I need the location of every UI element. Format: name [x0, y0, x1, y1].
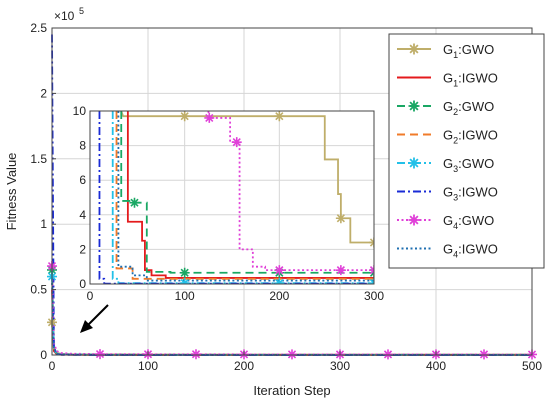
legend-marker-star	[408, 100, 420, 112]
inset-y-tick-label: 6	[79, 173, 86, 187]
inset-y-tick-label: 2	[79, 242, 86, 256]
x-tick-label: 100	[138, 359, 158, 373]
x-tick-label: 300	[330, 359, 350, 373]
inset-axis-ticks: 0 100 200 300 0 2 4 6 8 10	[73, 104, 385, 303]
y-tick-label: 2	[40, 86, 47, 100]
inset-x-tick-label: 200	[269, 289, 289, 303]
series-marker-g4-gwo	[191, 349, 201, 360]
inset-x-tick-label: 0	[87, 289, 94, 303]
series-marker-g4-gwo	[383, 349, 393, 360]
legend-label-g2-igwo: G2:IGWO	[443, 128, 498, 146]
inset-x-tick-label: 300	[364, 289, 384, 303]
inset-x-tick-label: 100	[175, 289, 195, 303]
legend-marker-star	[408, 43, 420, 55]
series-marker-g4-gwo	[479, 349, 489, 360]
inset-series-marker-g1-gwo	[274, 111, 285, 122]
inset-series-marker-g4-gwo	[204, 112, 215, 123]
inset-plot: 0 100 200 300 0 2 4 6 8 10	[73, 104, 385, 303]
inset-y-tick-label: 8	[79, 139, 86, 153]
x-tick-label: 500	[522, 359, 542, 373]
legend-label-g4-gwo: G4:GWO	[443, 213, 494, 231]
y-exponent-power: 5	[79, 6, 84, 16]
inset-y-tick-label: 10	[73, 104, 87, 118]
x-axis-label: Iteration Step	[253, 383, 330, 398]
inset-series-marker-g3-gwo	[179, 278, 190, 284]
legend-box	[388, 33, 545, 269]
series-marker-g4-gwo	[287, 349, 297, 360]
inset-series-marker-g2-gwo	[129, 197, 140, 208]
zoom-arrow-icon	[80, 304, 109, 333]
y-tick-label: 0	[40, 348, 47, 362]
legend-marker-star	[408, 214, 420, 226]
legend-label-g4-igwo: G4:IGWO	[443, 242, 498, 260]
inset-y-tick-label: 0	[79, 277, 86, 291]
x-tick-label: 200	[234, 359, 254, 373]
inset-series-line-g4-gwo	[207, 111, 374, 272]
y-tick-label: 1	[40, 217, 47, 231]
x-tick-label: 0	[49, 359, 56, 373]
legend-marker-star	[408, 157, 420, 169]
inset-series-marker-g2-gwo	[179, 267, 190, 278]
series-marker-g4-gwo	[95, 349, 105, 360]
legend-label-g1-igwo: G1:IGWO	[443, 71, 498, 89]
y-tick-label: 2.5	[30, 21, 47, 35]
legend: G1:GWO G1:IGWO G2:GWO G2:IGWO G3:GWO G3:IGWO G…	[388, 33, 545, 269]
legend-label-g1-gwo: G1:GWO	[443, 42, 494, 60]
inset-series-marker-g3-gwo	[274, 278, 285, 284]
inset-plot-frame	[89, 110, 375, 285]
inset-series-line-g2-gwo	[120, 111, 374, 274]
inset-y-tick-label: 4	[79, 208, 86, 222]
legend-label-g3-igwo: G3:IGWO	[443, 185, 498, 203]
inset-series-line-g1-igwo	[126, 111, 374, 279]
inset-series-marker-g1-gwo	[335, 213, 346, 224]
inset-series-marker-g4-gwo	[274, 265, 285, 276]
inset-series-marker-g1-gwo	[179, 111, 190, 122]
y-tick-label: 0.5	[30, 283, 47, 297]
inset-series-marker-g4-gwo	[231, 137, 242, 148]
legend-label-g2-gwo: G2:GWO	[443, 99, 494, 117]
legend-label-g3-gwo: G3:GWO	[443, 156, 494, 174]
x-tick-label: 400	[426, 359, 446, 373]
y-exponent-base: ×10	[54, 9, 75, 23]
inset-series-marker-g4-gwo	[335, 265, 346, 276]
y-axis-label: Fitness Value	[4, 153, 19, 231]
y-tick-label: 1.5	[30, 152, 47, 166]
